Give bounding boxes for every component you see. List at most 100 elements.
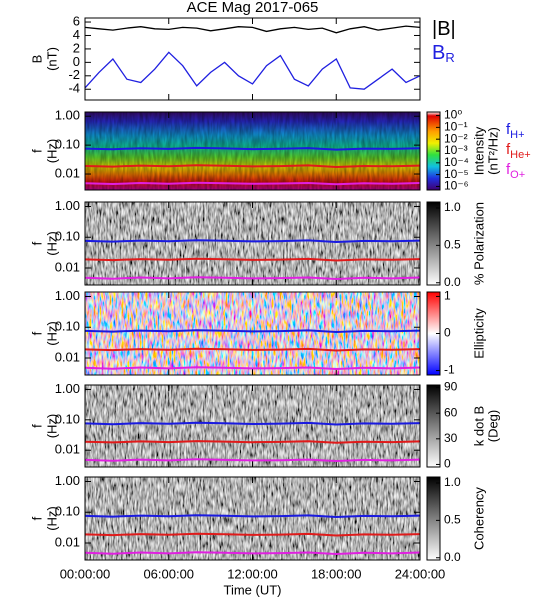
x-tick-label: 00:00:00 (60, 566, 111, 581)
legend-label: fO+ (506, 161, 525, 181)
y-tick-label: 0.01 (55, 165, 80, 180)
colorbar-tick-label: 10⁻³ (444, 143, 468, 157)
legend-label: fH+ (506, 121, 525, 141)
y-axis-label: f (29, 516, 44, 520)
y-axis-label: (Hz) (44, 321, 59, 346)
data-line (84, 551, 421, 556)
colorbar-tick-label: 10⁻⁶ (444, 179, 469, 193)
colorbar-tick-label: 0.5 (444, 513, 461, 527)
data-line (84, 329, 421, 334)
legend-subscript: H+ (510, 129, 524, 141)
legend-subscript: He+ (510, 149, 531, 161)
y-axis-label: (Hz) (44, 506, 59, 531)
colorbar-tick-label: 0.0 (444, 550, 461, 564)
y-tick-label: 1.00 (55, 473, 80, 488)
x-tick-label: 12:00:00 (227, 566, 278, 581)
legend-name: f (506, 161, 511, 178)
y-axis-label: (Hz) (44, 414, 59, 439)
data-line (84, 514, 421, 519)
colorbar-tick-label: 0.5 (444, 238, 461, 252)
y-axis-label: (nT) (44, 47, 59, 71)
y-axis-label: f (29, 149, 44, 153)
data-line (84, 458, 421, 463)
plot-frame (84, 384, 421, 468)
spectrogram (85, 202, 420, 285)
colorbar-label: % Polarization (471, 202, 486, 285)
colorbar-tick-label: 1.0 (444, 200, 461, 214)
colorbar-tick-label: 10⁻¹ (444, 120, 468, 134)
y-axis-label: B (29, 55, 44, 64)
colorbar-tick-label: 0 (444, 326, 451, 340)
data-line (84, 25, 421, 34)
y-axis-label: (Hz) (44, 139, 59, 164)
y-tick-label: 1.00 (55, 381, 80, 396)
colorbar (426, 476, 441, 561)
data-line (84, 257, 421, 262)
data-line (84, 532, 421, 537)
plot-frame (84, 201, 421, 286)
y-tick-label: 4 (73, 27, 80, 42)
y-tick-label: 2 (73, 40, 80, 55)
legend-name: f (506, 141, 511, 158)
y-tick-label: 0.10 (55, 229, 80, 244)
plot-frame (84, 17, 421, 101)
y-tick-label: 0.10 (55, 319, 80, 334)
colorbar-label: Ellipticity (471, 308, 486, 359)
colorbar-tick-label: 1 (444, 289, 451, 303)
spectrogram (85, 385, 420, 467)
chart-title: ACE Mag 2017-065 (187, 0, 319, 16)
colorbar-label: k dot B (471, 406, 486, 446)
legend-name: f (506, 121, 511, 138)
spectrogram (85, 477, 420, 560)
colorbar-tick-label: 30 (444, 431, 458, 445)
x-axis-label: Time (UT) (223, 582, 281, 597)
y-axis-label: f (29, 424, 44, 428)
data-line (84, 440, 421, 444)
y-tick-label: -4 (68, 81, 80, 96)
legend-name: |B| (432, 18, 456, 40)
colorbar-tick-label: 0.0 (444, 275, 461, 289)
colorbar-label: Coherency (471, 487, 486, 550)
x-tick-label: 18:00:00 (311, 566, 362, 581)
spectrogram-texture (85, 112, 420, 190)
data-line (84, 347, 421, 352)
spectrogram (85, 292, 420, 375)
y-tick-label: 0.01 (55, 349, 80, 364)
y-tick-label: 0.10 (55, 411, 80, 426)
colorbar-label: (nT²/Hz) (485, 127, 500, 175)
colorbar-tick-label: 10⁻⁴ (444, 155, 469, 169)
colorbar-tick-label: 10⁰ (444, 108, 462, 122)
y-axis-label: (Hz) (44, 231, 59, 256)
x-tick-label: 06:00:00 (143, 566, 194, 581)
y-tick-label: 0.01 (55, 442, 80, 457)
data-line (84, 181, 421, 186)
colorbar-label: (Deg) (485, 410, 500, 443)
data-line (84, 421, 421, 426)
data-line (84, 146, 421, 151)
y-tick-label: -2 (68, 67, 80, 82)
y-tick-label: 0.10 (55, 504, 80, 519)
colorbar-tick-label: 1.0 (444, 475, 461, 489)
colorbar (426, 384, 441, 468)
colorbar-label: Intensity (471, 126, 486, 175)
legend-label: |B| (432, 18, 456, 40)
colorbar-tick-label: 10⁻⁵ (444, 167, 469, 181)
plot-frame (84, 291, 421, 376)
y-tick-label: 0.01 (55, 259, 80, 274)
y-axis-label: f (29, 241, 44, 245)
data-line (84, 239, 421, 244)
colorbar-tick-label: 0 (444, 457, 451, 471)
colorbar-tick-label: 10⁻² (444, 131, 468, 145)
y-tick-label: 0.10 (55, 137, 80, 152)
data-line (84, 164, 421, 169)
y-tick-label: 1.00 (55, 108, 80, 123)
colorbar-tick-label: 60 (444, 405, 458, 419)
y-tick-label: 0.01 (55, 534, 80, 549)
colorbar-tick-label: -1 (444, 363, 455, 377)
y-tick-label: 0 (73, 54, 80, 69)
legend-label: BR (432, 42, 455, 65)
colorbar (426, 201, 441, 286)
y-tick-label: 1.00 (55, 198, 80, 213)
y-tick-label: 1.00 (55, 288, 80, 303)
